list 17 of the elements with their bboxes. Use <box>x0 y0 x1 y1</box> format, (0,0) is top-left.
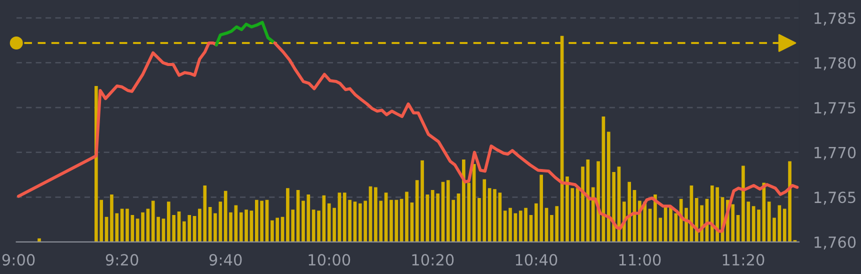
x-tick-label: 10:40 <box>516 254 558 266</box>
x-tick-label: 10:20 <box>412 254 454 266</box>
y-tick-label: 1,775 <box>814 102 856 116</box>
x-tick-label: 9:20 <box>106 254 138 266</box>
y-tick-label: 1,770 <box>814 146 856 160</box>
y-tick-label: 1,760 <box>814 236 856 250</box>
x-tick-label: 11:00 <box>619 254 661 266</box>
x-tick-label: 10:00 <box>308 254 350 266</box>
line-series <box>273 41 799 233</box>
x-tick-label: 9:00 <box>2 254 35 266</box>
y-tick-label: 1,785 <box>814 12 856 26</box>
y-tick-label: 1,780 <box>814 57 856 70</box>
y-tick-label: 1,765 <box>814 192 856 205</box>
line-series <box>17 41 218 198</box>
line-series <box>214 20 276 46</box>
x-tick-label: 9:40 <box>209 254 242 266</box>
x-tick-label: 11:20 <box>722 254 764 266</box>
